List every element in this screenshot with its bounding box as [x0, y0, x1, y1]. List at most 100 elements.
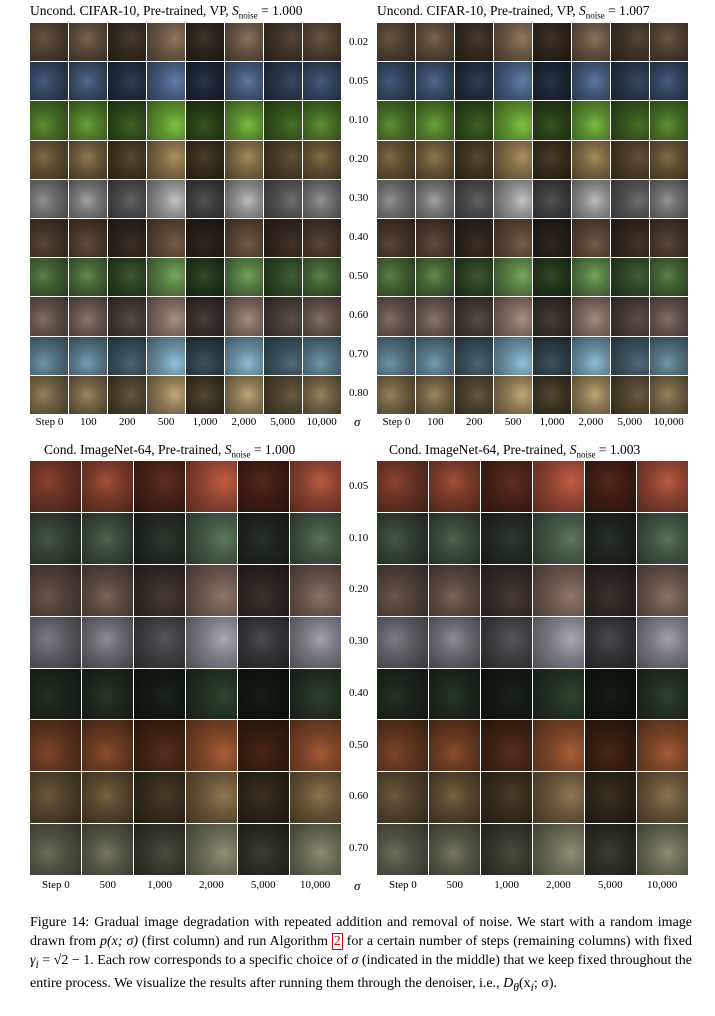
thumbnail-image — [494, 140, 532, 179]
thumbnail-image — [147, 219, 185, 258]
thumbnail-image — [303, 336, 341, 375]
thumbnail-image — [533, 219, 571, 258]
thumbnail-image — [481, 824, 532, 875]
thumbnail-image — [186, 616, 237, 668]
algorithm-reference-link[interactable]: 2 — [331, 933, 343, 950]
thumbnail-image — [650, 101, 688, 140]
caption-text: . Each row corresponds to a specific cho… — [90, 953, 352, 968]
thumbnail-image — [186, 772, 237, 824]
thumbnail-image — [494, 23, 532, 62]
noise-symbol: S — [569, 442, 577, 457]
thumbnail-image — [533, 179, 571, 218]
step-count-label: 5,000 — [270, 416, 296, 428]
thumbnail-image — [134, 564, 185, 616]
thumbnail-image — [377, 720, 428, 772]
thumbnail-image — [416, 336, 454, 375]
thumbnail-image — [30, 564, 81, 616]
thumbnail-image — [147, 101, 185, 140]
image-grid-cifar-right — [377, 23, 688, 414]
thumbnail-image — [290, 564, 341, 616]
thumbnail-image — [290, 616, 341, 668]
thumbnail-image — [611, 297, 649, 336]
thumbnail-image — [264, 297, 302, 336]
step-count-label: Step 0 — [389, 879, 417, 891]
panel-title-imagenet-left: Cond. ImageNet-64, Pre-trained, Snoise =… — [44, 442, 296, 460]
thumbnail-image — [108, 336, 146, 375]
thumbnail-image — [303, 101, 341, 140]
thumbnail-image — [416, 23, 454, 62]
thumbnail-image — [30, 62, 68, 101]
step-count-label: 10,000 — [653, 416, 684, 428]
sigma-value-label: 0.05 — [349, 74, 369, 87]
thumbnail-image — [572, 258, 610, 297]
thumbnail-image — [108, 62, 146, 101]
thumbnail-image — [30, 219, 68, 258]
thumbnail-image — [377, 824, 428, 875]
thumbnail-image — [533, 258, 571, 297]
step-count-label: Step 0 — [42, 879, 70, 891]
sigma-symbol-top: σ — [354, 414, 361, 429]
thumbnail-image — [108, 101, 146, 140]
thumbnail-image — [108, 258, 146, 297]
thumbnail-image — [611, 23, 649, 62]
thumbnail-image — [69, 62, 107, 101]
thumbnail-image — [377, 219, 415, 258]
sigma-symbol-bottom: σ — [354, 878, 361, 893]
thumbnail-image — [303, 219, 341, 258]
thumbnail-image — [650, 219, 688, 258]
thumbnail-image — [238, 616, 289, 668]
thumbnail-image — [494, 101, 532, 140]
thumbnail-image — [377, 564, 428, 616]
thumbnail-image — [572, 140, 610, 179]
thumbnail-image — [481, 461, 532, 512]
thumbnail-image — [69, 101, 107, 140]
thumbnail-image — [147, 62, 185, 101]
step-count-label: 10,000 — [646, 879, 678, 891]
thumbnail-image — [30, 668, 81, 720]
thumbnail-image — [429, 564, 480, 616]
thumbnail-image — [147, 258, 185, 297]
thumbnail-image — [82, 668, 133, 720]
thumbnail-image — [186, 564, 237, 616]
thumbnail-image — [30, 101, 68, 140]
thumbnail-image — [186, 461, 237, 512]
thumbnail-image — [186, 62, 224, 101]
thumbnail-image — [494, 62, 532, 101]
step-count-label: 2,000 — [546, 879, 571, 891]
thumbnail-image — [264, 219, 302, 258]
noise-value: 1.000 — [272, 3, 303, 18]
step-count-label: 5,000 — [597, 879, 623, 891]
caption-math-rest: ; σ) — [533, 975, 554, 991]
thumbnail-image — [377, 101, 415, 140]
panel-title-text: Uncond. CIFAR-10, Pre-trained, VP, — [30, 3, 229, 18]
thumbnail-image — [377, 258, 415, 297]
thumbnail-image — [238, 512, 289, 564]
step-count-label: 200 — [465, 416, 483, 428]
noise-value: 1.007 — [619, 3, 650, 18]
thumbnail-image — [30, 375, 68, 414]
thumbnail-image — [290, 668, 341, 720]
caption-math-gamma: γ — [30, 953, 36, 968]
thumbnail-image — [533, 62, 571, 101]
noise-subscript: noise — [576, 449, 596, 460]
thumbnail-image — [377, 512, 428, 564]
thumbnail-image — [377, 336, 415, 375]
thumbnail-image — [238, 772, 289, 824]
panel-title-imagenet-right: Cond. ImageNet-64, Pre-trained, Snoise =… — [389, 442, 641, 460]
thumbnail-image — [481, 720, 532, 772]
step-count-label: Step 0 — [382, 416, 411, 428]
caption-math-sigma: σ — [351, 953, 359, 968]
panel-title-text: Cond. ImageNet-64, Pre-trained, — [44, 442, 222, 457]
image-grid-cifar-left — [30, 23, 341, 414]
thumbnail-image — [637, 668, 688, 720]
thumbnail-image — [147, 179, 185, 218]
caption-math-sub: i — [35, 957, 39, 971]
thumbnail-image — [494, 336, 532, 375]
thumbnail-image — [533, 668, 584, 720]
thumbnail-image — [416, 140, 454, 179]
thumbnail-image — [572, 297, 610, 336]
thumbnail-image — [429, 512, 480, 564]
thumbnail-image — [303, 258, 341, 297]
thumbnail-image — [377, 140, 415, 179]
thumbnail-image — [238, 461, 289, 512]
